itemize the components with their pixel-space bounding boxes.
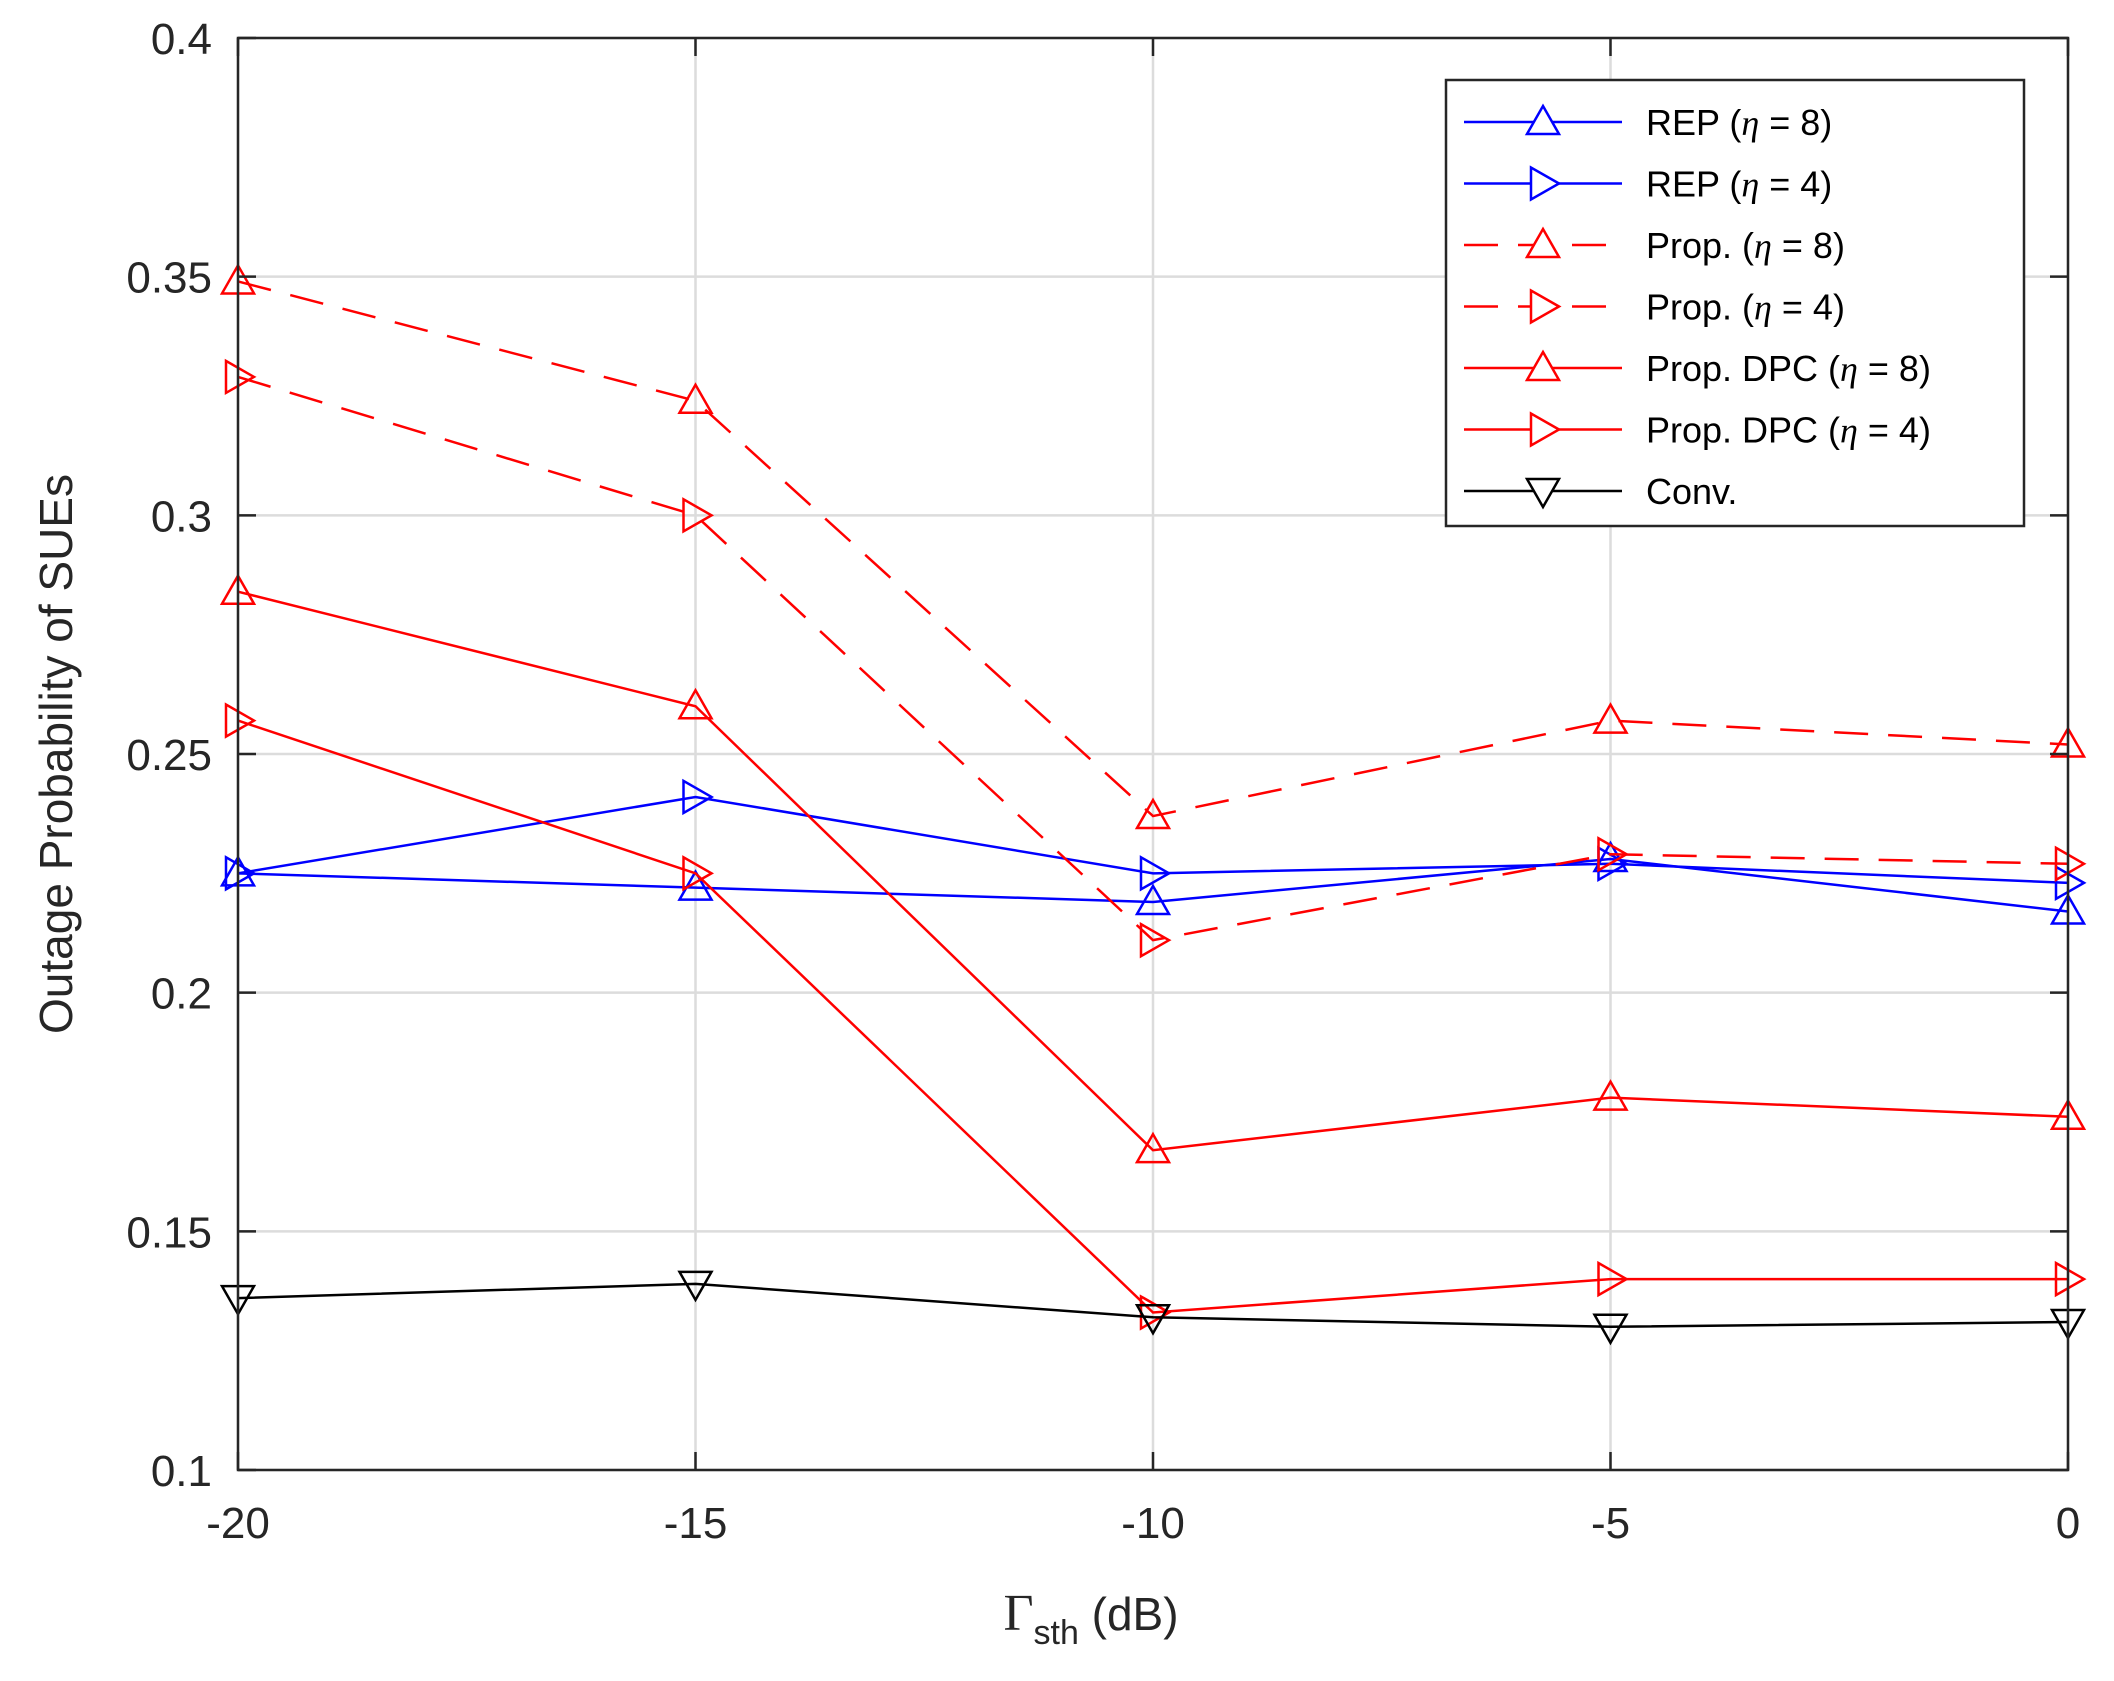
legend-label: Prop. DPC (η = 4): [1646, 410, 1931, 451]
data-point-marker: [2054, 1260, 2087, 1298]
legend-label: Prop. DPC (η = 8): [1646, 348, 1931, 389]
data-point-marker: [682, 855, 715, 892]
x-tick-label: -10: [1121, 1499, 1185, 1548]
data-point-marker: [224, 358, 257, 396]
legend-marker: [1524, 226, 1562, 259]
x-axis-symbol: Γ: [1003, 1585, 1033, 1642]
legend-entry-3: Prop. (η = 8): [1464, 225, 1845, 266]
x-axis-unit: (dB): [1079, 1588, 1179, 1640]
x-axis-subscript: sth: [1034, 1614, 1079, 1652]
series-6: [224, 702, 2087, 1331]
series-line: [237, 1282, 2069, 1329]
data-point-marker: [1139, 922, 1172, 959]
data-point-marker: [2054, 864, 2087, 902]
legend-label-value: = 8): [1759, 102, 1832, 143]
y-tick-label: 0.2: [151, 970, 212, 1019]
legend-label-value: = 4): [1759, 164, 1832, 205]
x-axis-label: Γsth (dB): [1003, 1585, 1178, 1652]
legend-marker: [1524, 349, 1562, 382]
legend-label-value: = 4): [1858, 410, 1931, 451]
data-point-marker: [677, 687, 714, 720]
legend-label-eta: η: [1840, 411, 1858, 451]
y-tick-label: 0.1: [151, 1447, 212, 1496]
data-point-marker: [2054, 845, 2087, 882]
legend-label-value: = 8): [1772, 225, 1845, 266]
y-tick-label: 0.15: [126, 1208, 212, 1257]
data-point-marker: [1592, 840, 1629, 873]
legend-marker: [1524, 477, 1562, 510]
data-point-marker: [1134, 797, 1172, 830]
legend-marker: [1529, 411, 1562, 448]
legend-label-eta: η: [1840, 349, 1858, 389]
series-line: [237, 280, 2069, 818]
legend-label: Prop. (η = 8): [1646, 225, 1845, 266]
x-tick-label: -15: [664, 1499, 728, 1548]
series-line: [237, 719, 2068, 1314]
data-point-marker: [1597, 1260, 1630, 1298]
x-tick-label: -20: [206, 1499, 270, 1548]
series-layer: [219, 262, 2087, 1346]
data-point-marker: [1597, 836, 1630, 873]
legend-label-prefix: Prop. DPC (: [1646, 410, 1840, 451]
legend-label: REP (η = 8): [1646, 102, 1832, 143]
y-tick-label: 0.3: [151, 492, 212, 541]
data-point-marker: [677, 382, 714, 415]
legend-entry-2: REP (η = 4): [1464, 164, 1832, 205]
legend-marker: [1529, 165, 1562, 202]
legend-label-prefix: Prop. (: [1646, 287, 1754, 328]
series-4: [224, 358, 2087, 959]
data-point-marker: [1139, 855, 1172, 892]
x-tick-label: -5: [1591, 1499, 1630, 1548]
data-point-marker: [1592, 1079, 1629, 1111]
series-line: [237, 375, 2069, 942]
legend-label-value: = 8): [1858, 348, 1931, 389]
legend-label-prefix: Prop. (: [1646, 225, 1754, 266]
legend-label-eta: η: [1754, 288, 1772, 328]
data-point-marker: [224, 702, 257, 739]
data-point-marker: [1134, 1131, 1172, 1164]
data-point-marker: [682, 778, 715, 816]
y-tick-label: 0.25: [126, 731, 212, 780]
legend-label-prefix: REP (: [1646, 102, 1741, 143]
legend-entry-6: Prop. DPC (η = 4): [1464, 410, 1931, 451]
y-tick-label: 0.35: [126, 254, 212, 303]
data-point-marker: [682, 497, 715, 534]
legend-label-prefix: Prop. DPC (: [1646, 348, 1840, 389]
legend-entry-1: REP (η = 8): [1464, 102, 1832, 143]
legend-label: Conv.: [1646, 471, 1737, 512]
legend-label-prefix: REP (: [1646, 164, 1741, 205]
data-point-marker: [1592, 702, 1629, 734]
legend-entry-5: Prop. DPC (η = 8): [1464, 348, 1931, 389]
data-point-marker: [677, 1270, 714, 1303]
legend-entry-7: Conv.: [1464, 471, 1737, 512]
legend-label-eta: η: [1754, 226, 1772, 266]
ticks: [236, 36, 2070, 1472]
data-point-marker: [224, 855, 257, 892]
legend-label: REP (η = 4): [1646, 164, 1832, 205]
legend-label-eta: η: [1741, 165, 1759, 205]
legend-label-value: = 4): [1772, 287, 1845, 328]
data-point-marker: [1592, 1313, 1629, 1346]
legend-marker: [1529, 288, 1562, 325]
legend-entry-4: Prop. (η = 4): [1464, 287, 1845, 328]
data-point-marker: [1134, 883, 1172, 916]
legend-label: Prop. (η = 4): [1646, 287, 1845, 328]
legend: REP (η = 8)REP (η = 4)Prop. (η = 8)Prop.…: [1444, 78, 2026, 528]
x-tick-label: 0: [2056, 1499, 2080, 1548]
y-tick-label: 0.4: [151, 15, 212, 64]
legend-marker: [1524, 103, 1562, 136]
data-point-marker: [1134, 1304, 1172, 1336]
legend-label-eta: η: [1741, 103, 1759, 143]
series-line: [237, 857, 2069, 913]
series-line: [237, 590, 2069, 1152]
series-1: [219, 840, 2087, 925]
tick-labels: -20 -15 -10 -5 0 0.1 0.15 0.2 0.25 0.3 0.35 0.4: [126, 15, 2080, 1548]
y-axis-label: Outage Probability of SUEs: [30, 474, 82, 1034]
